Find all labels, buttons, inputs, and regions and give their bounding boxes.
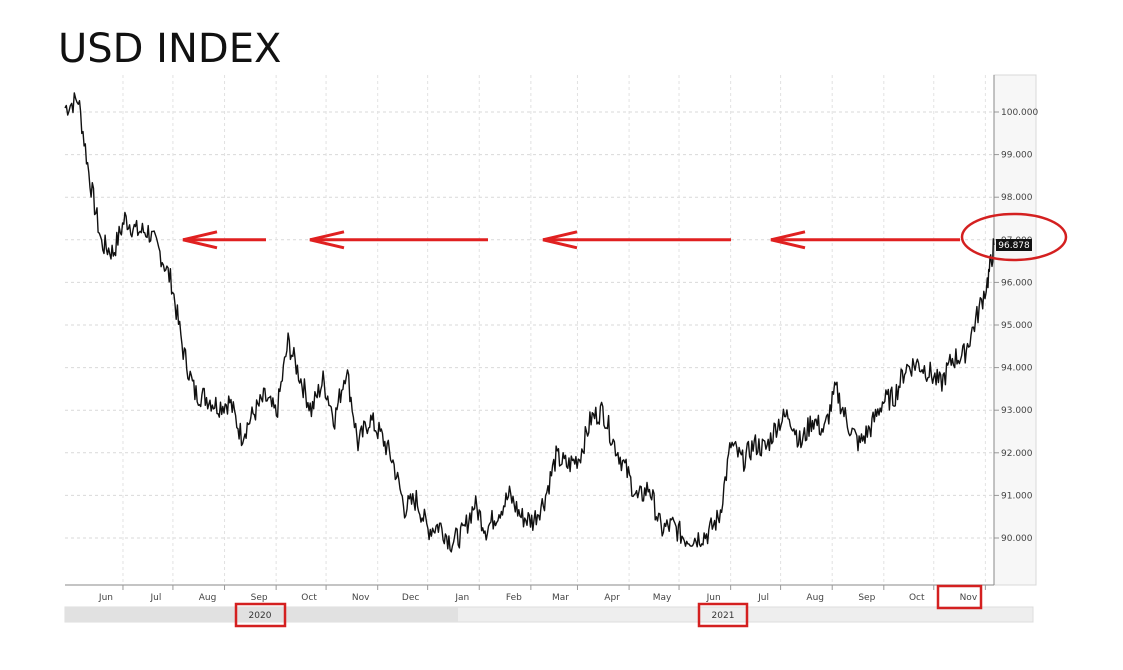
x-tick-label: Feb — [506, 593, 522, 603]
red-arrowhead — [182, 230, 218, 250]
y-tick-label: 99.000 — [1001, 151, 1033, 161]
x-tick-label: Jan — [454, 593, 469, 603]
price-series — [64, 92, 995, 553]
axes: 100.00099.00098.00097.00096.00095.00094.… — [64, 74, 1038, 623]
y-tick-label: 90.000 — [1001, 534, 1033, 544]
y-tick-label: 91.000 — [1001, 491, 1033, 501]
year-label: 2020 — [249, 611, 272, 621]
x-tick-label: Dec — [402, 593, 419, 603]
y-tick-label: 96.000 — [1001, 278, 1033, 288]
highlight-2021 — [697, 602, 749, 628]
x-tick-label: Oct — [909, 593, 925, 603]
x-tick-label: Mar — [552, 593, 569, 603]
y-tick-label: 95.000 — [1001, 321, 1033, 331]
y-tick-label: 92.000 — [1001, 449, 1033, 459]
annotations — [182, 212, 1068, 628]
x-tick-label: May — [653, 593, 672, 603]
red-arrowhead — [542, 230, 578, 250]
highlight-nov — [936, 584, 983, 610]
year-label: 2021 — [712, 611, 735, 621]
x-tick-label: Oct — [301, 593, 317, 603]
x-tick-label: Jul — [757, 593, 769, 603]
last-value-badge — [996, 238, 1032, 251]
x-tick-label: Jun — [98, 593, 113, 603]
x-tick-label: Jul — [149, 593, 161, 603]
chart-title: USD INDEX — [58, 26, 282, 72]
highlight-ellipse — [960, 212, 1068, 262]
price-line — [64, 92, 995, 553]
navigator-selection — [65, 607, 458, 622]
y-tick-label: 93.000 — [1001, 406, 1033, 416]
y-tick-label: 94.000 — [1001, 364, 1033, 374]
x-tick-label: Sep — [251, 593, 268, 603]
highlight-2020 — [234, 602, 287, 628]
red-arrowhead — [309, 230, 345, 250]
y-tick-label: 98.000 — [1001, 193, 1033, 203]
x-tick-label: Sep — [858, 593, 875, 603]
grid — [65, 75, 994, 585]
x-tick-label: Aug — [806, 593, 824, 603]
x-tick-label: Nov — [960, 593, 978, 603]
last-value-label: 96.878 — [998, 241, 1030, 251]
red-arrowhead — [770, 230, 806, 250]
x-tick-label: Apr — [604, 593, 620, 603]
x-tick-label: Jun — [706, 593, 721, 603]
y-tick-label: 100.000 — [1001, 108, 1038, 118]
x-tick-label: Nov — [352, 593, 370, 603]
price-axis-pane — [993, 74, 1037, 586]
x-tick-label: Aug — [199, 593, 217, 603]
